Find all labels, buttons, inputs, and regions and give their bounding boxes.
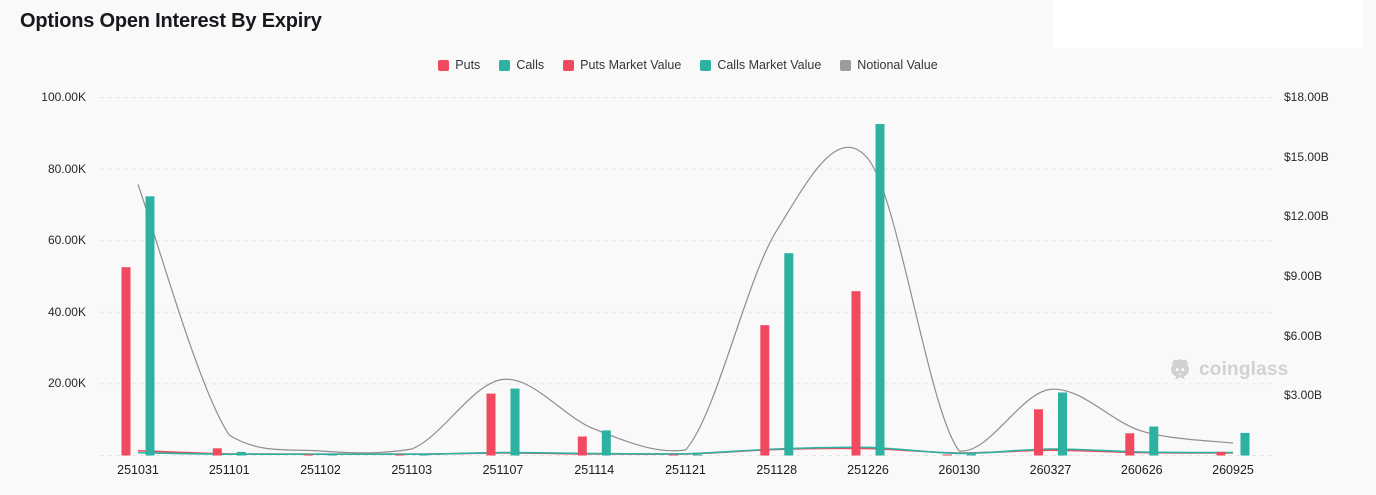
calls-bar-251121[interactable] xyxy=(693,454,702,456)
y-axis-label-right: $12.00B xyxy=(1284,209,1329,224)
puts-bar-260626[interactable] xyxy=(1125,433,1135,456)
y-axis-label-right: $6.00B xyxy=(1284,328,1323,343)
x-axis-label: 260327 xyxy=(1029,463,1072,477)
calls-bar-260327[interactable] xyxy=(1058,392,1067,456)
calls-bar-251031[interactable] xyxy=(145,196,155,456)
puts-bar-251226[interactable] xyxy=(851,291,861,456)
calls-bar-251114[interactable] xyxy=(601,430,611,456)
puts-bar-251031[interactable] xyxy=(121,267,131,456)
legend-swatch-icon xyxy=(563,59,575,71)
legend-swatch-icon xyxy=(438,59,450,71)
x-axis-label: 260626 xyxy=(1120,463,1163,477)
y-axis-label-right: $9.00B xyxy=(1284,269,1323,283)
page-title: Options Open Interest By Expiry xyxy=(20,10,322,32)
puts-bar-251101[interactable] xyxy=(212,448,222,456)
calls-bar-260925[interactable] xyxy=(1240,432,1250,456)
x-axis-label: 251114 xyxy=(574,463,615,477)
x-axis-label: 251121 xyxy=(665,463,706,477)
legend-swatch-icon xyxy=(700,59,712,71)
legend-item-puts-market-value[interactable]: Puts Market Value xyxy=(563,59,681,72)
y-axis-label-right: $3.00B xyxy=(1284,388,1323,403)
y-axis-label-right: $15.00B xyxy=(1284,149,1329,164)
calls-bar-251226[interactable] xyxy=(875,124,885,456)
puts-bar-260925[interactable] xyxy=(1216,451,1226,456)
calls-bar-251103[interactable] xyxy=(419,454,429,456)
y-axis-label-right: $18.00B xyxy=(1284,90,1329,104)
legend-label: Puts Market Value xyxy=(580,58,682,72)
legend-label: Calls Market Value xyxy=(717,58,822,72)
legend-swatch-icon xyxy=(499,59,511,71)
puts-bar-251102[interactable] xyxy=(304,454,313,456)
y-axis-label-left: 100.00K xyxy=(41,90,86,104)
puts-bar-251103[interactable] xyxy=(395,454,405,456)
puts-bar-260327[interactable] xyxy=(1034,409,1043,456)
legend-label: Puts xyxy=(455,58,481,72)
x-axis-label: 251031 xyxy=(117,463,159,477)
calls-bar-251102[interactable] xyxy=(328,454,337,456)
legend-label: Notional Value xyxy=(857,58,938,72)
calls-bar-260130[interactable] xyxy=(966,454,976,456)
puts-bar-251121[interactable] xyxy=(669,454,678,456)
legend-item-puts[interactable]: Puts xyxy=(438,59,480,72)
x-axis-label: 251103 xyxy=(391,463,433,477)
puts-bar-260130[interactable] xyxy=(942,454,952,456)
notional-value-line xyxy=(137,146,1234,454)
calls-bar-251101[interactable] xyxy=(236,451,246,456)
x-axis-label: 260925 xyxy=(1212,463,1254,477)
top-right-panel xyxy=(1053,0,1363,48)
legend-item-calls-market-value[interactable]: Calls Market Value xyxy=(700,59,821,72)
y-axis-label-left: 60.00K xyxy=(47,233,86,248)
y-axis-label-left: 20.00K xyxy=(47,376,86,391)
coinglass-watermark: coinglass xyxy=(1168,357,1288,383)
calls-bar-251107[interactable] xyxy=(510,388,520,456)
x-axis-label: 251128 xyxy=(756,463,798,477)
chart-legend: Puts Calls Puts Market Value Calls Market V… xyxy=(0,59,1376,72)
puts-bar-251114[interactable] xyxy=(577,436,587,456)
calls-market-value-line xyxy=(137,446,1234,456)
legend-swatch-icon xyxy=(840,59,852,71)
y-axis-label-left: 40.00K xyxy=(47,304,86,319)
puts-bar-251128[interactable] xyxy=(760,325,770,456)
x-axis-label: 251101 xyxy=(208,463,250,477)
y-axis-label-left: 80.00K xyxy=(47,161,86,176)
x-axis-label: 260130 xyxy=(938,463,981,477)
x-axis-label: 251107 xyxy=(482,463,524,477)
x-axis-label: 251102 xyxy=(300,463,341,477)
puts-bar-251107[interactable] xyxy=(486,393,496,456)
legend-item-calls[interactable]: Calls xyxy=(499,59,544,72)
legend-item-notional-value[interactable]: Notional Value xyxy=(840,58,938,72)
coinglass-logo-icon xyxy=(1171,359,1189,381)
x-axis-label: 251226 xyxy=(847,463,889,477)
coinglass-watermark-text: coinglass xyxy=(1199,359,1289,380)
calls-bar-260626[interactable] xyxy=(1149,426,1159,456)
legend-label: Calls xyxy=(516,58,545,72)
calls-bar-251128[interactable] xyxy=(784,253,794,456)
